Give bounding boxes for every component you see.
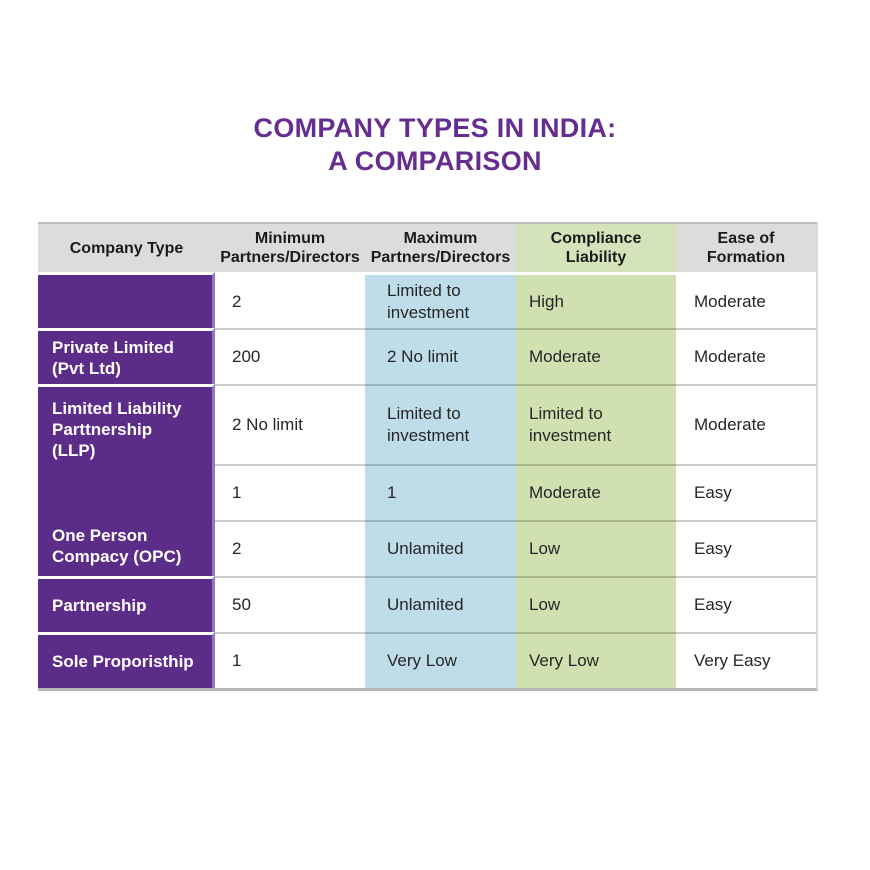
header-cell-minimum-partners: Minimum Partners/Directors <box>215 224 365 272</box>
company-label-llp: Limited Liability Parttnership (LLP) <box>52 399 182 460</box>
company-cell-merged-llp-opc: Limited Liability Parttnership (LLP) One… <box>38 384 215 576</box>
cell-max-row6: Unlamited <box>365 576 516 632</box>
cell-min-row5: 2 <box>215 520 365 576</box>
cell-min-row1: 2 <box>215 272 365 328</box>
company-cell-sole-proprietorship: Sole Proporisthip <box>38 632 215 688</box>
company-cell-partnership: Partnership <box>38 576 215 632</box>
cell-ease-row5: Easy <box>676 520 816 576</box>
cell-compliance-row2: Moderate <box>516 328 676 384</box>
cell-min-row3: 2 No limit <box>215 384 365 464</box>
header-cell-maximum-partners: Maximum Partners/Directors <box>365 224 516 272</box>
header-cell-company-type: Company Type <box>38 224 215 272</box>
cell-ease-row6: Easy <box>676 576 816 632</box>
company-cell-private-limited: Private Limited (Pvt Ltd) <box>38 328 215 384</box>
page-title: COMPANY TYPES IN INDIA: A COMPARISON <box>0 112 870 178</box>
cell-compliance-row4: Moderate <box>516 464 676 520</box>
cell-ease-row3: Moderate <box>676 384 816 464</box>
cell-compliance-row3: Limited to investment <box>516 384 676 464</box>
cell-ease-row2: Moderate <box>676 328 816 384</box>
cell-compliance-row5: Low <box>516 520 676 576</box>
cell-compliance-row7: Very Low <box>516 632 676 688</box>
cell-max-row3: Limited to investment <box>365 384 516 464</box>
cell-max-row2: 2 No limit <box>365 328 516 384</box>
cell-max-row1: Limited to investment <box>365 272 516 328</box>
cell-min-row6: 50 <box>215 576 365 632</box>
cell-max-row4: 1 <box>365 464 516 520</box>
cell-min-row4: 1 <box>215 464 365 520</box>
company-cell-empty <box>38 272 215 328</box>
cell-compliance-row1: High <box>516 272 676 328</box>
cell-ease-row4: Easy <box>676 464 816 520</box>
company-label-opc: One Person Compacy (OPC) <box>52 526 182 566</box>
cell-ease-row7: Very Easy <box>676 632 816 688</box>
cell-min-row2: 200 <box>215 328 365 384</box>
header-cell-compliance-liability: Compliance Liability <box>516 224 676 272</box>
page-title-line2: A COMPARISON <box>328 146 542 176</box>
comparison-table: Company Type Minimum Partners/Directors … <box>38 222 818 691</box>
cell-ease-row1: Moderate <box>676 272 816 328</box>
cell-max-row7: Very Low <box>365 632 516 688</box>
page-title-line1: COMPANY TYPES IN INDIA: <box>253 113 617 143</box>
cell-min-row7: 1 <box>215 632 365 688</box>
header-cell-ease-of-formation: Ease of Formation <box>676 224 816 272</box>
cell-max-row5: Unlamited <box>365 520 516 576</box>
cell-compliance-row6: Low <box>516 576 676 632</box>
